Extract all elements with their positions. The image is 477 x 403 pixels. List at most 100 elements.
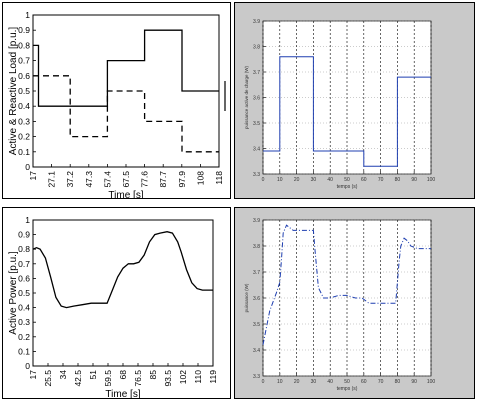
x-axis-label: Time [s] (108, 190, 143, 198)
x-axis-label: temps (s) (337, 386, 358, 392)
y-tick-label: 3.6 (253, 96, 260, 102)
y-tick-label: 0.8 (18, 40, 30, 50)
x-tick-label: 50 (344, 177, 350, 183)
x-tick-label: 0 (262, 379, 265, 385)
x-tick-label: 20 (294, 177, 300, 183)
panel-load-profile: 17 27.1 37.2 47.3 57.4 67.5 77.6 87.7 97.9 108 118… (2, 2, 231, 201)
x-tick-label: 34 (58, 370, 68, 380)
x-tick-label: 90 (411, 177, 417, 183)
y-tick-label: 0.2 (18, 132, 30, 142)
x-tick-label: 51 (88, 370, 98, 380)
x-tick-label: 85 (148, 370, 158, 380)
x-tick-label: 30 (311, 379, 317, 385)
y-tick-label: 0.4 (18, 101, 30, 111)
x-tick-label: 100 (427, 379, 436, 385)
x-axis-label: Time [s] (105, 389, 140, 398)
chart-load-sim: 0 10 20 30 40 50 60 70 80 90 100 3.3 3.4 3.5 3.6 3.7 3.8… (244, 19, 436, 190)
x-tick-label: 80 (395, 177, 401, 183)
y-tick-label: 0.7 (18, 56, 30, 66)
x-tick-label: 119 (208, 370, 218, 384)
x-tick-label: 17 (28, 370, 38, 380)
x-tick-label: 0 (262, 177, 265, 183)
x-tick-label: 97.9 (177, 171, 187, 188)
y-tick-label: 3.3 (253, 172, 260, 178)
x-tick-label: 90 (411, 379, 417, 385)
x-tick-label: 102 (178, 370, 188, 384)
x-axis-label: temps (s) (337, 184, 358, 190)
y-axis-label: puissance (W) (244, 283, 249, 312)
y-tick-label: 0.2 (18, 332, 30, 342)
y-tick-label: 0.5 (18, 288, 30, 298)
x-tick-label: 40 (327, 379, 333, 385)
x-tick-label: 93.5 (163, 370, 173, 387)
chart-active-power: 17 25.5 34 42.5 51 59.5 68 76.5 85 93.5 102 110 119 0… (8, 215, 218, 400)
y-tick-label: 0.8 (18, 244, 30, 254)
x-tick-label: 50 (344, 379, 350, 385)
y-tick-label: 3.9 (253, 19, 260, 25)
y-tick-label: 0.1 (18, 147, 30, 157)
x-tick-label: 118 (214, 171, 224, 185)
x-tick-label: 25.5 (43, 370, 53, 387)
y-tick-label: 1 (25, 215, 30, 225)
y-tick-label: 3.6 (253, 296, 260, 302)
y-tick-label: 3.7 (253, 270, 260, 276)
y-tick-label: 3.4 (253, 147, 260, 153)
x-tick-label: 17 (28, 171, 38, 181)
plot-frame (32, 219, 214, 367)
y-tick-label: 3.7 (253, 70, 260, 76)
y-tick-label: 3.5 (253, 322, 260, 328)
x-tick-label: 67.5 (121, 171, 131, 188)
y-tick-label: 0.1 (18, 346, 30, 356)
x-tick-label: 30 (311, 177, 317, 183)
x-tick-label: 10 (277, 177, 283, 183)
y-tick-label: 3.4 (253, 348, 260, 354)
series-line (32, 231, 213, 309)
y-tick-label: 3.8 (253, 244, 260, 250)
x-tick-label: 37.2 (65, 171, 75, 188)
x-tick-label: 10 (277, 379, 283, 385)
series-line (263, 56, 431, 167)
x-tick-label: 60 (361, 379, 367, 385)
x-tick-label: 57.4 (102, 171, 112, 188)
x-tick-label: 87.7 (158, 171, 168, 188)
y-axis-label: Active Power [p.u.] (8, 251, 19, 335)
y-tick-label: 0 (25, 162, 30, 172)
x-tick-label: 80 (395, 379, 401, 385)
y-tick-label: 0.6 (18, 71, 30, 81)
series-line (33, 29, 219, 107)
y-tick-label: 3.5 (253, 121, 260, 127)
x-tick-label: 77.6 (140, 171, 150, 188)
y-tick-label: 3.9 (253, 218, 260, 224)
x-tick-label: 68 (118, 370, 128, 380)
panel-power-sim: 0 10 20 30 40 50 60 70 80 90 100 3.3 3.4 3.5 3.6 3.7 3.8… (234, 207, 475, 399)
y-tick-label: 1 (25, 10, 30, 20)
y-tick-label: 3.3 (253, 374, 260, 380)
y-tick-label: 0 (25, 361, 30, 371)
series-line (262, 224, 431, 345)
panel-load-sim: 0 10 20 30 40 50 60 70 80 90 100 3.3 3.4 3.5 3.6 3.7 3.8… (234, 2, 475, 199)
y-axis-label: puissance active de charge (W) (244, 65, 249, 129)
y-tick-label: 0.4 (18, 303, 30, 313)
x-tick-label: 110 (193, 370, 203, 384)
x-tick-label: 40 (327, 177, 333, 183)
x-tick-label: 70 (378, 379, 384, 385)
x-tick-label: 108 (195, 171, 205, 185)
y-tick-label: 0.5 (18, 86, 30, 96)
x-tick-label: 59.5 (103, 370, 113, 387)
x-tick-label: 47.3 (84, 171, 94, 188)
y-tick-label: 3.8 (253, 45, 260, 51)
x-tick-label: 60 (361, 177, 367, 183)
x-tick-label: 100 (427, 177, 436, 183)
y-tick-label: 0.6 (18, 273, 30, 283)
x-tick-label: 20 (294, 379, 300, 385)
y-tick-label: 0.3 (18, 116, 30, 126)
y-tick-label: 0.3 (18, 317, 30, 327)
chart-load-profile: 17 27.1 37.2 47.3 57.4 67.5 77.6 87.7 97.9 108 118… (8, 10, 226, 201)
y-tick-label: 0.9 (18, 25, 30, 35)
x-tick-label: 27.1 (47, 171, 57, 188)
chart-power-sim: 0 10 20 30 40 50 60 70 80 90 100 3.3 3.4 3.5 3.6 3.7 3.8… (244, 218, 436, 392)
y-tick-label: 0.7 (18, 259, 30, 269)
x-tick-label: 42.5 (73, 370, 83, 387)
x-tick-label: 70 (378, 177, 384, 183)
series-line (33, 75, 219, 153)
